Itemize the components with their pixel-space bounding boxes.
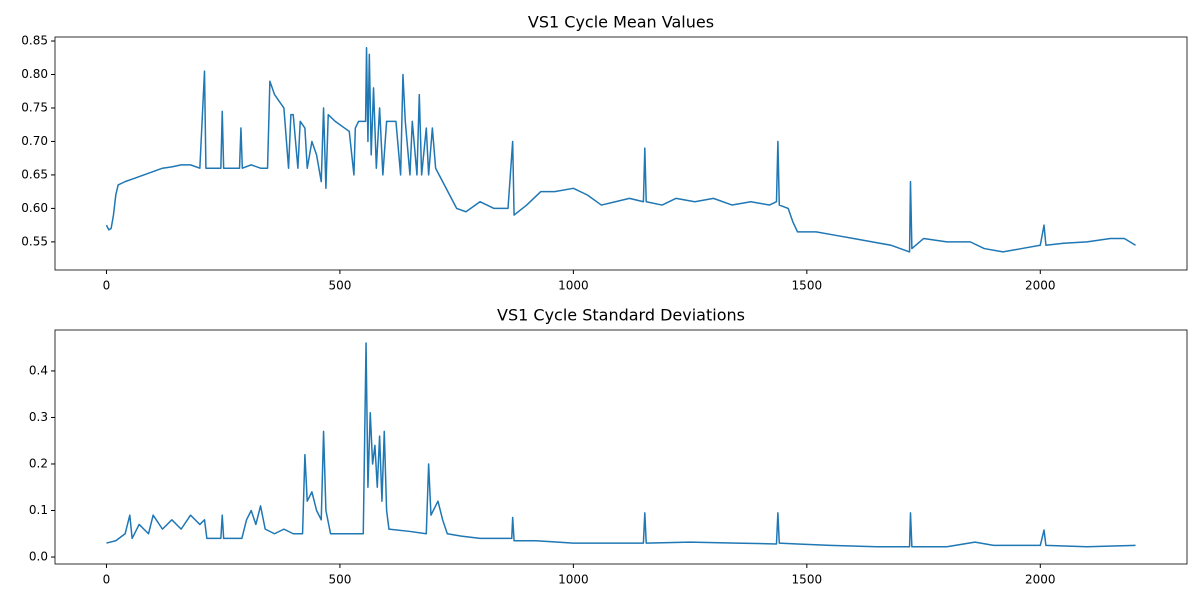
x-tick-label: 1500 <box>792 573 823 587</box>
chart-title: VS1 Cycle Standard Deviations <box>497 306 745 325</box>
y-tick-label: 0.2 <box>29 456 48 470</box>
y-tick-label: 0.0 <box>29 550 48 564</box>
y-tick-label: 0.60 <box>21 201 48 215</box>
x-tick-label: 1000 <box>558 279 589 293</box>
x-tick-label: 2000 <box>1025 573 1056 587</box>
chart-title: VS1 Cycle Mean Values <box>528 13 714 32</box>
x-tick-label: 0 <box>103 279 111 293</box>
y-tick-label: 0.55 <box>21 234 48 248</box>
y-tick-label: 0.65 <box>21 167 48 181</box>
x-tick-label: 2000 <box>1025 279 1056 293</box>
axes-frame <box>54 329 1188 565</box>
data-line <box>106 342 1136 548</box>
y-tick-label: 0.85 <box>21 34 48 48</box>
data-line <box>105 46 1136 253</box>
x-tick-label: 1500 <box>792 279 823 293</box>
y-tick-label: 0.80 <box>21 67 48 81</box>
y-tick-label: 0.1 <box>29 503 48 517</box>
x-tick-label: 1000 <box>558 573 589 587</box>
x-tick-label: 0 <box>103 573 111 587</box>
y-tick-label: 0.3 <box>29 410 48 424</box>
x-tick-label: 500 <box>328 573 351 587</box>
y-tick-label: 0.70 <box>21 134 48 148</box>
x-tick-label: 500 <box>328 279 351 293</box>
y-tick-label: 0.75 <box>21 100 48 114</box>
axes-frame <box>54 36 1188 271</box>
y-tick-label: 0.4 <box>29 363 48 377</box>
